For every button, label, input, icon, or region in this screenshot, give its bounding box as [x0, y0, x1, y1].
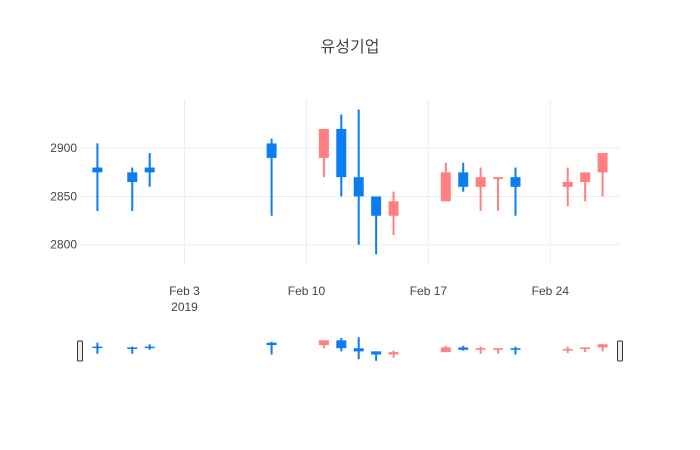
slider-candle-body: [458, 347, 469, 350]
y-tick-label: 2850: [50, 189, 77, 203]
slider-candle-body: [92, 346, 103, 349]
candle-body: [388, 201, 399, 216]
y-tick-label: 2800: [50, 238, 77, 252]
candle-body: [562, 182, 573, 187]
candle-body: [371, 196, 382, 216]
range-slider-left-handle[interactable]: [77, 340, 83, 362]
candle-body: [510, 177, 521, 187]
slider-candle-body: [266, 342, 277, 346]
candle-body: [266, 143, 277, 158]
candle-body: [336, 128, 347, 178]
candle-body: [92, 167, 103, 173]
slider-candle-body: [510, 348, 521, 350]
candle-body: [580, 172, 591, 182]
slider-candle-body: [127, 347, 138, 349]
candle-body: [318, 128, 329, 158]
candle-body: [127, 172, 138, 182]
slider-candle-body: [388, 352, 399, 355]
slider-candle-body: [371, 351, 382, 355]
candle-body: [493, 177, 504, 180]
x-tick-label: Feb 10: [288, 284, 326, 298]
candle-body: [353, 177, 364, 197]
slider-candle-body: [144, 346, 155, 349]
candles[interactable]: [92, 109, 608, 255]
slider-candle-body: [597, 344, 608, 348]
grid: [80, 100, 620, 264]
range-slider-right-handle[interactable]: [617, 340, 623, 362]
x-tick-label: Feb 3: [169, 284, 200, 298]
candle-body: [144, 167, 155, 173]
slider-candle-body: [580, 347, 591, 349]
candle-body: [458, 172, 469, 187]
candle-body: [440, 172, 451, 202]
slider-candle-body: [318, 340, 329, 346]
slider-candle-body: [440, 347, 451, 353]
range-slider[interactable]: [77, 337, 623, 362]
candle-body: [597, 153, 608, 173]
slider-candle-body: [493, 348, 504, 350]
chart-title: 유성기업: [320, 37, 380, 56]
candle-body: [475, 177, 486, 187]
slider-candle-body: [562, 349, 573, 351]
slider-candle-body: [475, 348, 486, 350]
x-tick-label: Feb 24: [532, 284, 570, 298]
slider-candle-body: [353, 348, 364, 352]
y-tick-label: 2900: [50, 141, 77, 155]
x-tick-label: Feb 17: [410, 284, 448, 298]
axes: 2800 2850 2900 Feb 3 2019 Feb 10 Feb 17 Feb 24: [50, 141, 569, 314]
x-tick-sublabel: 2019: [171, 300, 198, 314]
slider-candle-body: [336, 340, 347, 349]
